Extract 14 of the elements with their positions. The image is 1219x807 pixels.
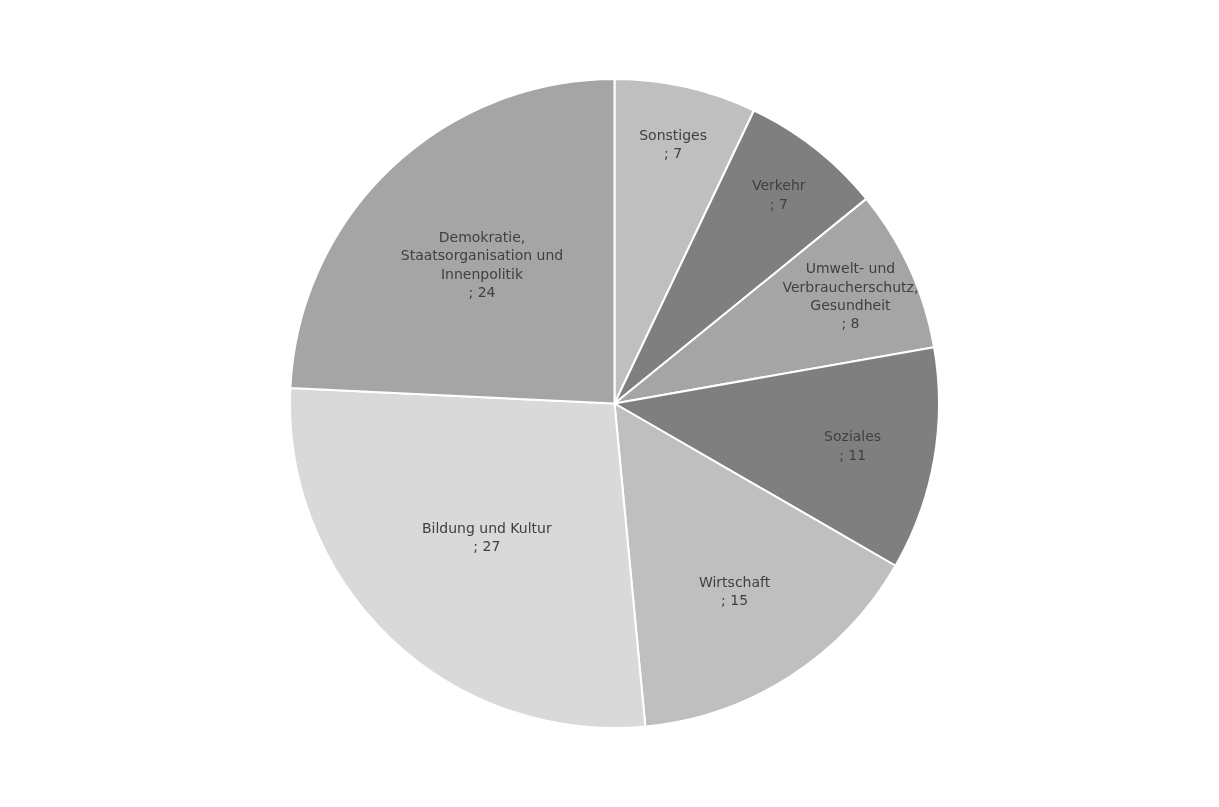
data-label: ; 15: [721, 591, 749, 608]
slice-label: Wirtschaft: [698, 573, 771, 590]
slice-label: Bildung und Kultur: [421, 520, 552, 537]
data-label: ; 8: [841, 315, 860, 332]
data-label: ; 11: [839, 446, 867, 463]
slice-label: Umwelt- und Verbraucherschutz, Gesundheit: [782, 260, 919, 313]
data-label: ; 27: [473, 538, 501, 555]
data-label: ; 7: [664, 145, 683, 162]
slice-label: Demokratie, Staatsorganisation und Innenpolitik: [400, 229, 564, 282]
data-label: ; 24: [468, 283, 496, 300]
slice-label: Soziales: [824, 428, 882, 445]
data-label: ; 7: [769, 195, 788, 212]
slice-label: Verkehr: [751, 177, 806, 194]
slice-label: Sonstiges: [639, 127, 707, 144]
